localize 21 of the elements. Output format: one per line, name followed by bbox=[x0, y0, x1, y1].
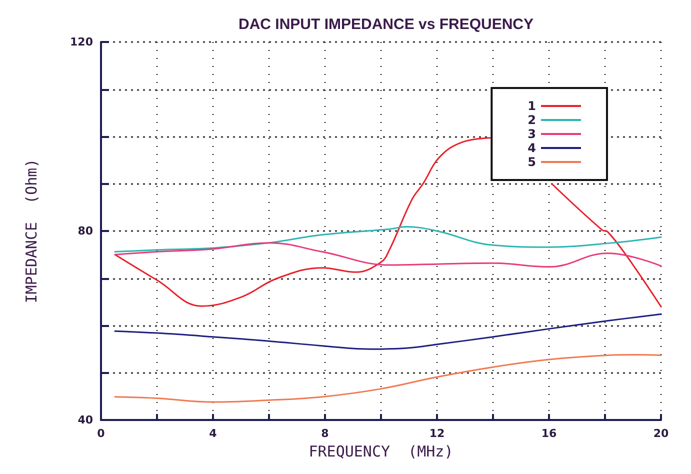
line-series bbox=[114, 226, 662, 253]
x-tick-label: 0 bbox=[97, 427, 106, 440]
y-tick-label: 40 bbox=[78, 414, 94, 426]
x-axis-title: FREQUENCY (MHz) bbox=[308, 442, 454, 460]
x-tick-label: 16 bbox=[541, 427, 557, 440]
legend-label: 5 bbox=[528, 155, 536, 169]
legend-label: 1 bbox=[528, 99, 536, 113]
x-tick-label: 4 bbox=[209, 427, 218, 440]
x-tick-label: 8 bbox=[321, 427, 329, 440]
line-series bbox=[114, 242, 662, 268]
x-tick-label: 12 bbox=[429, 427, 445, 440]
y-tick-label: 120 bbox=[70, 36, 94, 48]
chart-title: DAC INPUT IMPEDANCE vs FREQUENCY bbox=[238, 16, 534, 33]
y-axis-title: IMPEDANCE (Ohm) bbox=[22, 158, 40, 304]
y-tick-label: 80 bbox=[78, 224, 94, 238]
line-series bbox=[114, 354, 662, 403]
line-series bbox=[114, 313, 662, 350]
legend-label: 3 bbox=[528, 127, 536, 141]
legend-label: 4 bbox=[528, 141, 536, 155]
legend-label: 2 bbox=[528, 113, 536, 127]
x-tick-label: 20 bbox=[653, 427, 669, 440]
